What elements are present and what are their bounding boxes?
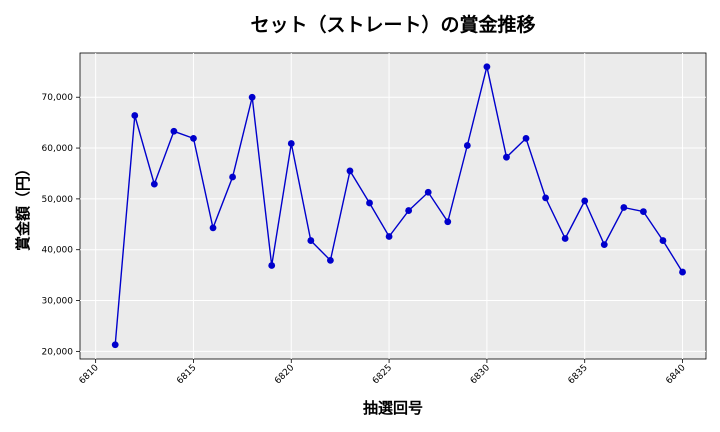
x-tick-label: 6815 xyxy=(175,363,198,386)
x-tick-label: 6835 xyxy=(567,363,590,386)
data-point xyxy=(483,63,491,71)
data-point xyxy=(287,140,295,147)
data-point xyxy=(522,134,530,142)
data-point xyxy=(131,112,139,119)
x-tick-label: 6840 xyxy=(664,363,687,386)
data-point xyxy=(346,167,354,175)
y-tick-label: 20,000 xyxy=(42,347,74,357)
series-line xyxy=(114,66,684,345)
y-tick-label: 30,000 xyxy=(42,297,74,307)
x-axis-label: 抽選回号 xyxy=(363,399,423,417)
data-point xyxy=(170,127,178,135)
x-tick-label: 6825 xyxy=(371,363,394,386)
x-tick-label: 6820 xyxy=(273,363,296,386)
y-tick-label: 50,000 xyxy=(42,195,74,205)
series xyxy=(111,63,686,349)
data-point xyxy=(640,208,647,215)
y-axis-label: 賞金額（円） xyxy=(14,161,32,251)
y-tick-label: 60,000 xyxy=(42,144,74,154)
data-point xyxy=(209,224,217,232)
y-tick-label: 70,000 xyxy=(42,93,74,103)
x-tick-label: 6810 xyxy=(78,363,101,386)
data-point xyxy=(679,268,686,276)
data-point xyxy=(503,153,510,161)
data-point xyxy=(542,194,549,202)
y-tick-label: 40,000 xyxy=(42,246,74,256)
plot-area xyxy=(79,52,707,360)
data-point xyxy=(111,341,119,349)
data-point xyxy=(561,235,569,242)
y-axis-ticks: 20,000 30,000 40,000 50,000 60,000 70,000 xyxy=(42,93,80,357)
data-point xyxy=(463,142,471,149)
data-point xyxy=(424,188,432,196)
data-point xyxy=(150,180,158,188)
x-axis-ticks: 6810 6815 6820 6825 6830 6835 6840 xyxy=(78,359,688,386)
data-point xyxy=(190,134,197,142)
data-point xyxy=(405,207,413,214)
data-point xyxy=(385,233,393,240)
grid xyxy=(80,53,706,359)
data-point xyxy=(327,256,334,264)
data-point xyxy=(229,173,236,181)
data-point xyxy=(581,197,589,205)
data-point xyxy=(600,241,608,249)
data-point xyxy=(659,237,667,244)
data-point xyxy=(268,262,276,269)
data-point xyxy=(307,237,315,244)
chart-title: セット（ストレート）の賞金推移 xyxy=(250,13,535,36)
data-point xyxy=(248,93,256,101)
data-point xyxy=(444,218,452,226)
x-tick-label: 6830 xyxy=(469,363,492,386)
data-point xyxy=(620,204,628,211)
data-point xyxy=(366,199,373,207)
